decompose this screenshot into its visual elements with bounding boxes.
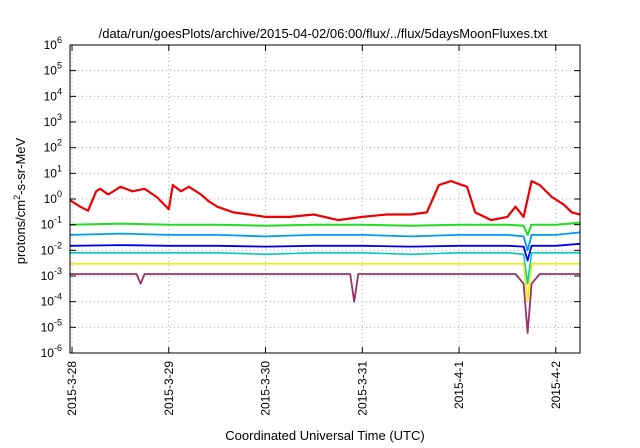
series-line-5	[70, 252, 580, 285]
y-tick-label: 106	[44, 35, 62, 52]
y-tick-label: 10-2	[41, 240, 62, 257]
x-tick-label: 2015-4-1	[452, 361, 466, 409]
series-line-7	[70, 273, 580, 334]
series-layer	[69, 180, 581, 334]
grid	[70, 45, 580, 353]
x-axis-label: Coordinated Universal Time (UTC)	[225, 428, 424, 443]
x-tick-label: 2015-3-30	[259, 361, 273, 416]
y-tick-label: 10-3	[41, 266, 62, 283]
series-line-2	[69, 221, 581, 236]
y-tick-label: 101	[44, 163, 62, 180]
x-tick-label: 2015-4-2	[549, 361, 563, 409]
series-line-3	[69, 231, 581, 252]
y-axis: 10-6 10-5 10-4 10-3 10-2 10-1 100 101 102 103 104 1…	[41, 35, 580, 360]
chart-title: /data/run/goesPlots/archive/2015-04-02/0…	[99, 26, 548, 41]
y-axis-label-sup: 2	[12, 195, 22, 200]
y-tick-label: 102	[44, 138, 62, 155]
x-tick-label: 2015-3-29	[162, 361, 176, 416]
series-line-4	[69, 242, 581, 262]
y-tick-label: 10-6	[41, 343, 62, 360]
y-tick-label: 10-4	[41, 292, 62, 309]
series-line-6	[70, 262, 580, 303]
x-axis: 2015-3-28 2015-3-29 2015-3-30 2015-3-31 2015…	[65, 45, 563, 416]
y-tick-label: 105	[44, 61, 62, 78]
y-tick-label: 10-1	[41, 215, 62, 232]
y-tick-label: 104	[44, 86, 62, 103]
x-tick-label: 2015-3-31	[355, 361, 369, 416]
y-axis-label-rest: -s-sr-MeV	[13, 137, 28, 194]
x-tick-label: 2015-3-28	[65, 361, 79, 416]
y-axis-label-main: protons/cm	[13, 200, 28, 264]
series-line-1	[69, 180, 581, 222]
y-tick-label: 10-5	[41, 317, 62, 334]
y-tick-label: 103	[44, 112, 62, 129]
y-tick-label: 100	[44, 189, 62, 206]
y-axis-label: protons/cm2-s-sr-MeV	[12, 137, 28, 264]
